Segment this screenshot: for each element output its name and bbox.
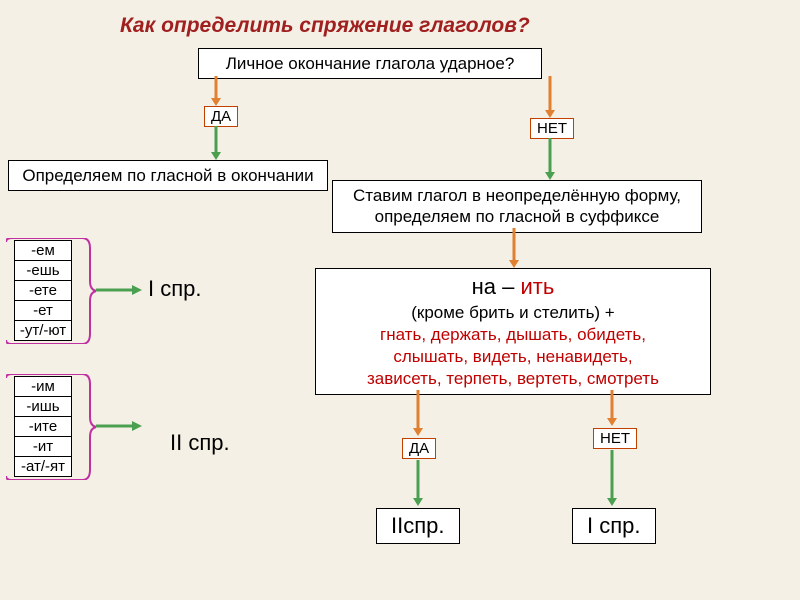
arrow-bracket-1	[96, 282, 142, 298]
put-infinitive-form: Ставим глагол в неопределённую форму, оп…	[332, 180, 702, 233]
ending: -ешь	[14, 260, 72, 281]
ending: -ат/-ят	[14, 456, 72, 477]
ending: -ите	[14, 416, 72, 437]
result-I: I спр.	[572, 508, 656, 544]
arrow-q1-yes	[202, 76, 230, 106]
rule-title-a: на –	[472, 274, 521, 299]
ending: -ет	[14, 300, 72, 321]
ending: -ит	[14, 436, 72, 457]
ending: -ете	[14, 280, 72, 301]
determine-by-vowel-ending: Определяем по гласной в окончании	[8, 160, 328, 191]
rule-line-2: (кроме брить и стелить) +	[324, 302, 702, 324]
rule-title-b: ить	[521, 274, 555, 299]
rule-line-4: слышать, видеть, ненавидеть,	[324, 346, 702, 368]
arrow-no-right	[536, 138, 564, 180]
ending: -ем	[14, 240, 72, 261]
spr2-label: II спр.	[170, 430, 230, 456]
endings-group-2: -им -ишь -ите -ит -ат/-ят	[14, 376, 72, 476]
no-2: НЕТ	[593, 428, 637, 449]
ending: -ут/-ют	[14, 320, 72, 341]
page-title: Как определить спряжение глаголов?	[120, 14, 530, 38]
arrow-no2-result	[598, 450, 626, 506]
arrow-yes-left	[202, 126, 230, 160]
yes-2: ДА	[402, 438, 436, 459]
arrow-rule-no	[598, 390, 626, 426]
yes-1: ДА	[204, 106, 238, 127]
arrow-infinitive-rule	[500, 228, 528, 268]
rule-line-3: гнать, держать, дышать, обидеть,	[324, 324, 702, 346]
spr1-label: I спр.	[148, 276, 202, 302]
ending: -ишь	[14, 396, 72, 417]
arrow-q1-no	[536, 76, 564, 118]
result-II: IIспр.	[376, 508, 460, 544]
question-stressed-ending: Личное окончание глагола ударное?	[198, 48, 542, 79]
ending: -им	[14, 376, 72, 397]
rule-line-5: зависеть, терпеть, вертеть, смотреть	[324, 368, 702, 390]
arrow-bracket-2	[96, 418, 142, 434]
arrow-yes2-result	[404, 460, 432, 506]
arrow-rule-yes	[404, 390, 432, 436]
endings-group-1: -ем -ешь -ете -ет -ут/-ют	[14, 240, 72, 340]
rule-ить: на – ить (кроме брить и стелить) + гнать…	[315, 268, 711, 395]
no-1: НЕТ	[530, 118, 574, 139]
rule-title: на – ить	[324, 273, 702, 302]
